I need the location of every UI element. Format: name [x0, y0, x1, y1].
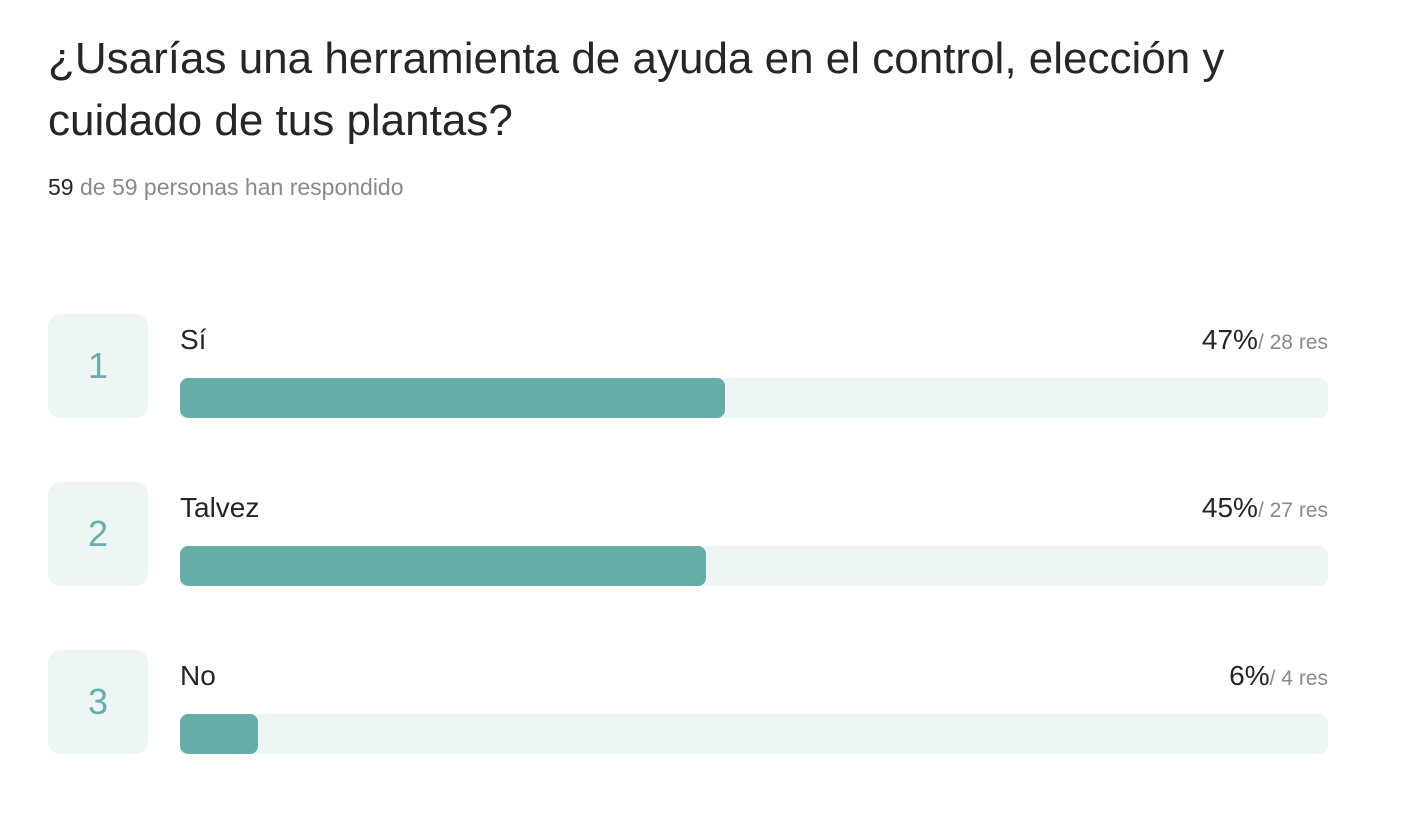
choice-unit: res	[1292, 331, 1328, 354]
choice-percent: 45%	[1201, 492, 1258, 523]
choice-separator: /	[1257, 331, 1270, 354]
bar-track	[180, 714, 1328, 754]
choice-separator: /	[1269, 667, 1282, 690]
choice-label: No	[180, 660, 216, 691]
bar-track	[180, 546, 1328, 586]
choice-index-badge: 2	[48, 482, 148, 586]
choice-unit: res	[1292, 499, 1328, 522]
choice-list: 1 Sí 47%/ 28 res 2 Talvez 45%/ 27 res 3 …	[48, 314, 1328, 818]
choice-label: Talvez	[180, 492, 260, 523]
choice-stats: 47%/ 28 res	[1202, 322, 1328, 363]
choice-row: 3 No 6%/ 4 res	[48, 650, 1328, 754]
choice-row: 2 Talvez 45%/ 27 res	[48, 482, 1328, 586]
choice-percent: 6%	[1229, 660, 1270, 691]
choice-row: 1 Sí 47%/ 28 res	[48, 314, 1328, 418]
choice-stats: 45%/ 27 res	[1202, 490, 1328, 531]
choice-index-badge: 1	[48, 314, 148, 418]
responders-summary: 59 de 59 personas han respondido	[48, 172, 404, 202]
bar-fill	[180, 378, 726, 418]
choice-label: Sí	[180, 324, 207, 355]
choice-count: 27	[1269, 499, 1293, 522]
choice-count: 4	[1281, 667, 1293, 690]
choice-unit: res	[1292, 667, 1328, 690]
choice-stats: 6%/ 4 res	[1229, 658, 1328, 699]
choice-index-badge: 3	[48, 650, 148, 754]
choice-count: 28	[1269, 331, 1293, 354]
bar-fill	[180, 546, 706, 586]
bar-track	[180, 378, 1328, 418]
responders-count: 59	[48, 174, 74, 200]
question-title: ¿Usarías una herramienta de ayuda en el …	[48, 34, 1225, 145]
choice-percent: 47%	[1201, 324, 1258, 355]
bar-fill	[180, 714, 259, 754]
choice-separator: /	[1257, 499, 1270, 522]
responders-text: de 59 personas han respondido	[73, 174, 404, 200]
